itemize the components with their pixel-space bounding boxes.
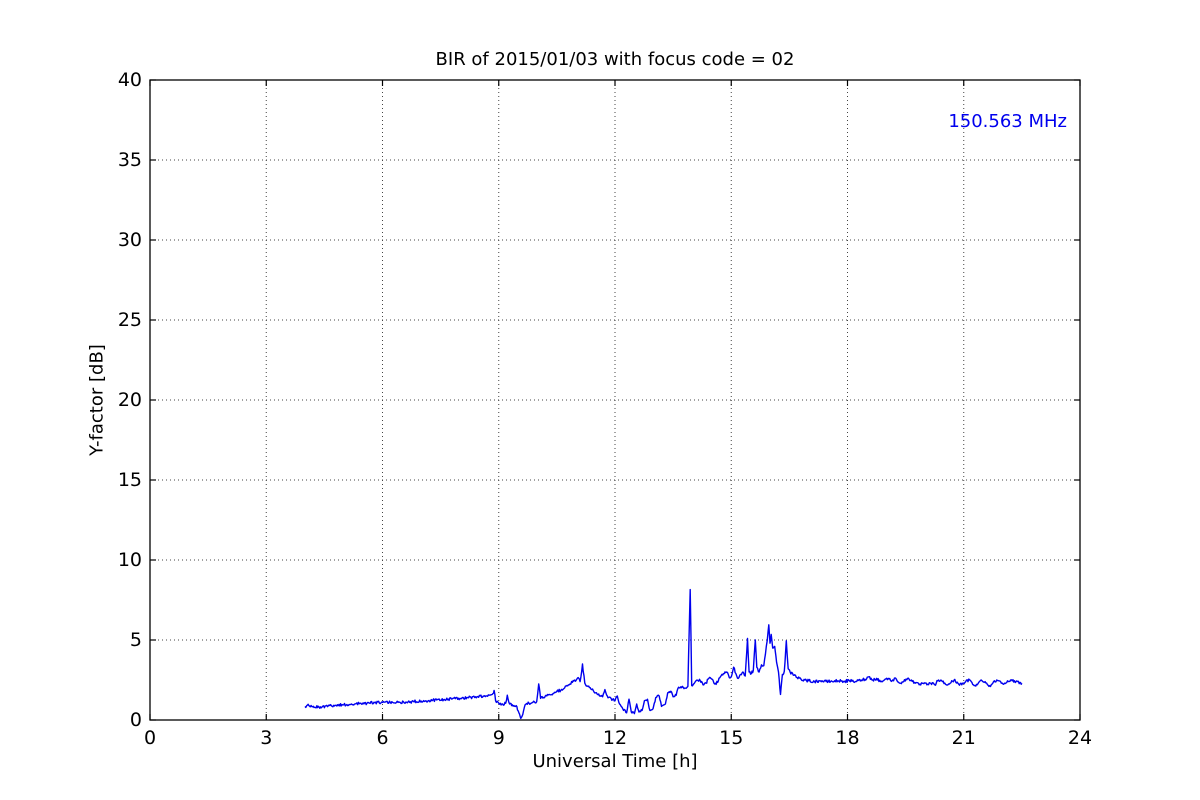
x-tick-label: 3 xyxy=(260,727,273,749)
x-tick-label: 6 xyxy=(376,727,389,749)
y-tick-label: 40 xyxy=(117,69,142,91)
x-axis-label: Universal Time [h] xyxy=(532,751,698,772)
y-tick-label: 0 xyxy=(129,709,142,731)
x-tick-label: 21 xyxy=(951,727,976,749)
y-tick-label: 30 xyxy=(117,229,142,251)
y-tick-label: 5 xyxy=(129,629,142,651)
chart-title: BIR of 2015/01/03 with focus code = 02 xyxy=(435,49,795,70)
x-tick-label: 18 xyxy=(835,727,860,749)
axes-frame xyxy=(149,79,1081,721)
x-tick-label: 12 xyxy=(602,727,628,749)
y-tick-label: 35 xyxy=(117,149,142,171)
x-tick-label: 24 xyxy=(1067,727,1093,749)
y-tick-label: 10 xyxy=(117,549,142,571)
y-tick-label: 15 xyxy=(117,469,142,491)
x-tick-label: 9 xyxy=(492,727,505,749)
x-tick-label: 0 xyxy=(143,727,157,749)
data-line xyxy=(304,588,1023,720)
x-tick-label: 15 xyxy=(719,727,744,749)
y-tick-label: 20 xyxy=(117,389,142,411)
y-tick-label: 25 xyxy=(117,309,142,331)
legend-label: 150.563 MHz xyxy=(948,111,1067,132)
